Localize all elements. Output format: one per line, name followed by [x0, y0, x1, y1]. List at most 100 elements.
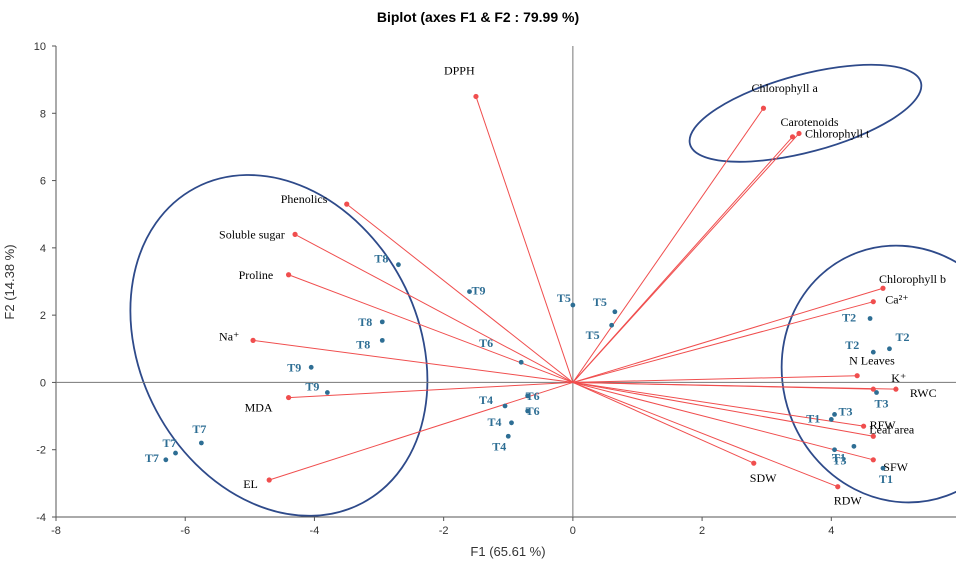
variable-label: RFW [870, 418, 897, 432]
observation-point [379, 319, 385, 325]
variable-vector [572, 287, 884, 383]
variable-vector [572, 375, 858, 383]
variable-vector [572, 301, 874, 383]
observation-point [525, 408, 531, 414]
variable-label: Chlorophyll t [805, 126, 870, 140]
observation-point [467, 289, 472, 294]
observation-label: T2 [895, 330, 909, 344]
x-tick-label: -6 [180, 525, 190, 537]
observation-label: T8 [358, 315, 372, 329]
group-ellipse [780, 244, 956, 504]
x-tick-label: -4 [310, 525, 320, 537]
observation-point [505, 433, 511, 439]
variable-label: Na⁺ [219, 329, 239, 343]
observation-label: T5 [593, 295, 607, 309]
observation-point [163, 457, 169, 463]
observation-point [570, 302, 576, 308]
variable-point [266, 477, 272, 483]
variable-label: N Leaves [849, 354, 895, 368]
observation-point [851, 443, 857, 449]
variable-point [854, 373, 860, 379]
chart-title: Biplot (axes F1 & F2 : 79.99 %) [377, 9, 579, 25]
variable-vector [572, 381, 754, 464]
variable-label: RWC [910, 386, 937, 400]
variable-point [473, 93, 479, 100]
observation-label: T3 [875, 397, 889, 411]
variable-label: Chlorophyll a [751, 81, 818, 95]
variable-point [344, 201, 350, 207]
variable-point [893, 386, 899, 392]
plot-axes: -8 -6 -4 -2 0 2 4 10 8 6 4 2 0 -2 -4 [34, 41, 956, 537]
variable-label: Leaf area [869, 422, 915, 436]
variable-vector [252, 339, 573, 383]
variable-vector [572, 381, 864, 427]
variable-point [870, 457, 876, 463]
y-tick-label: 8 [40, 108, 46, 120]
observation-point [832, 447, 837, 453]
variable-vector [346, 203, 574, 383]
observation-label: T6 [526, 389, 540, 403]
observation-point [609, 322, 615, 328]
variable-point [835, 484, 841, 490]
observation-point [525, 393, 531, 399]
observation-label: T2 [842, 311, 856, 325]
observation-point [518, 359, 524, 365]
variable-label: Chlorophyll b [879, 272, 946, 286]
variable-vector [572, 107, 764, 383]
observation-label: T5 [586, 328, 600, 342]
y-tick-label: 2 [40, 310, 46, 322]
x-tick-label: -2 [439, 525, 449, 537]
variable-point [861, 423, 867, 429]
x-tick-label: 4 [828, 525, 834, 537]
observation-label: T4 [487, 415, 501, 429]
y-tick-label: 10 [34, 41, 46, 53]
variable-vector [572, 381, 874, 461]
variable-point [870, 433, 876, 439]
variable-label: Ca²⁺ [885, 293, 908, 307]
y-tick-label: 0 [40, 377, 46, 389]
observation-label: T8 [356, 337, 370, 351]
variable-label: SFW [883, 460, 908, 474]
variable-vector [288, 381, 573, 399]
y-tick-label: -4 [36, 512, 46, 524]
variable-label: DPPH [444, 63, 475, 77]
observation-point [867, 316, 873, 321]
observation-point [828, 417, 834, 422]
observation-point [502, 403, 508, 409]
variable-point [789, 134, 796, 140]
variable-label: MDA [245, 401, 273, 415]
variable-vector [288, 274, 574, 383]
variable-point [285, 394, 292, 401]
variable-vector [475, 96, 574, 383]
x-tick-label: 2 [699, 525, 705, 537]
observation-label: T2 [845, 338, 859, 352]
variable-vector [572, 381, 838, 488]
group-ellipses [129, 63, 956, 517]
variable-label: Soluble sugar [219, 227, 285, 241]
x-tick-label: -8 [51, 525, 61, 537]
observation-label: T6 [526, 404, 540, 418]
group-ellipse [129, 174, 429, 517]
variable-label: Phenolics [281, 192, 328, 206]
observation-label: T3 [839, 404, 853, 418]
observation-point [308, 364, 314, 370]
observation-label: T9 [305, 380, 319, 394]
observation-label: T7 [192, 422, 206, 436]
y-tick-label: 6 [40, 176, 46, 188]
y-tick-label: -2 [36, 445, 46, 457]
observation-label: T5 [557, 291, 571, 305]
y-axis-label: F2 (14.38 %) [2, 244, 17, 319]
variable-point [870, 299, 876, 305]
variable-label: SDW [750, 471, 777, 485]
variable-point [751, 460, 757, 466]
variable-vector [294, 233, 574, 383]
variable-point [292, 231, 298, 237]
observation-point [509, 420, 514, 426]
observation-point [874, 390, 879, 395]
variable-point [760, 105, 767, 111]
observation-label: T7 [163, 436, 177, 450]
variable-point [880, 285, 886, 291]
observation-point [832, 411, 837, 417]
